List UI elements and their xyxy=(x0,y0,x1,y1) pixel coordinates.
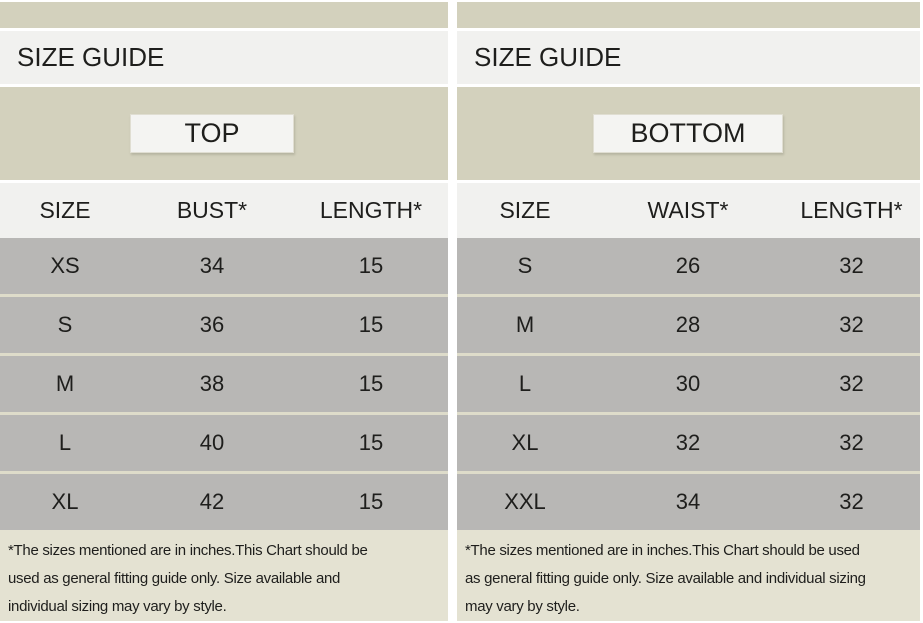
cell-size: M xyxy=(55,370,75,396)
cell-length: 15 xyxy=(358,370,384,396)
section-title-box: BOTTOM xyxy=(593,114,783,154)
cell-length: 15 xyxy=(358,252,384,278)
column-header-size: SIZE xyxy=(39,197,91,224)
size-guide-title: SIZE GUIDE xyxy=(474,42,622,73)
table-header-row: SIZE BUST* LENGTH* xyxy=(0,183,448,238)
table-row: S 36 15 xyxy=(0,293,448,353)
table-row: L 30 32 xyxy=(457,352,920,412)
footnote: *The sizes mentioned are in inches.This … xyxy=(457,529,920,621)
table-row: M 38 15 xyxy=(0,352,448,412)
table-row: XL 32 32 xyxy=(457,411,920,471)
table-row: XS 34 15 xyxy=(0,237,448,294)
cell-size: S xyxy=(517,252,533,278)
cell-bust: 36 xyxy=(199,311,225,337)
table-row: XXL 34 32 xyxy=(457,470,920,530)
footnote-line: *The sizes mentioned are in inches.This … xyxy=(8,541,368,559)
cell-size: L xyxy=(58,429,72,455)
cell-waist: 28 xyxy=(675,311,701,337)
column-header-waist: WAIST* xyxy=(647,197,729,224)
cell-length: 15 xyxy=(358,488,384,514)
footnote-line: *The sizes mentioned are in inches.This … xyxy=(465,541,860,559)
section-title-band: BOTTOM xyxy=(457,87,920,181)
cell-waist: 26 xyxy=(675,252,701,278)
cell-size: L xyxy=(518,370,532,396)
footnote-line: as general fitting guide only. Size avai… xyxy=(465,569,866,587)
cell-length: 15 xyxy=(358,311,384,337)
cell-size: M xyxy=(515,311,535,337)
footnote-line: used as general fitting guide only. Size… xyxy=(8,569,341,587)
section-title-band: TOP xyxy=(0,87,448,181)
size-guide-header: SIZE GUIDE xyxy=(0,30,448,85)
table-row: S 26 32 xyxy=(457,237,920,294)
column-header-size: SIZE xyxy=(499,197,551,224)
table-header-row: SIZE WAIST* LENGTH* xyxy=(457,183,920,238)
cell-size: XL xyxy=(51,488,79,514)
footnote: *The sizes mentioned are in inches.This … xyxy=(0,529,448,621)
size-guide-header: SIZE GUIDE xyxy=(457,30,920,85)
section-title: BOTTOM xyxy=(630,118,746,149)
cell-size: XXL xyxy=(504,488,546,514)
section-title: TOP xyxy=(184,118,240,149)
cell-length: 15 xyxy=(358,429,384,455)
cell-length: 32 xyxy=(839,252,864,278)
footnote-line: individual sizing may vary by style. xyxy=(8,597,227,615)
cell-bust: 34 xyxy=(199,252,225,278)
cell-waist: 32 xyxy=(675,429,701,455)
top-accent-band xyxy=(0,2,448,28)
cell-waist: 30 xyxy=(675,370,701,396)
table-row: M 28 32 xyxy=(457,293,920,353)
footnote-line: may vary by style. xyxy=(465,597,580,615)
cell-length: 32 xyxy=(839,370,864,396)
column-header-bust: BUST* xyxy=(176,197,248,224)
cell-length: 32 xyxy=(839,488,864,514)
cell-length: 32 xyxy=(839,311,864,337)
column-header-length: LENGTH* xyxy=(319,197,423,224)
cell-size: XS xyxy=(50,252,80,278)
size-guide-title: SIZE GUIDE xyxy=(17,42,165,73)
size-guide-panel-bottom: SIZE GUIDE BOTTOM SIZE WAIST* LENGTH* S … xyxy=(457,2,920,621)
cell-bust: 38 xyxy=(199,370,225,396)
top-accent-band xyxy=(457,2,920,28)
cell-size: XL xyxy=(511,429,539,455)
section-title-box: TOP xyxy=(130,114,294,154)
table-row: XL 42 15 xyxy=(0,470,448,530)
column-header-length: LENGTH* xyxy=(800,197,903,224)
cell-bust: 42 xyxy=(199,488,225,514)
table-row: L 40 15 xyxy=(0,411,448,471)
cell-waist: 34 xyxy=(675,488,701,514)
cell-length: 32 xyxy=(839,429,864,455)
cell-size: S xyxy=(57,311,73,337)
cell-bust: 40 xyxy=(199,429,225,455)
table-body: XS 34 15 S 36 15 M 38 15 L 40 15 XL 42 xyxy=(0,237,448,530)
size-guide-panel-top: SIZE GUIDE TOP SIZE BUST* LENGTH* XS 34 … xyxy=(0,2,448,621)
table-body: S 26 32 M 28 32 L 30 32 XL 32 32 XXL 34 xyxy=(457,237,920,530)
